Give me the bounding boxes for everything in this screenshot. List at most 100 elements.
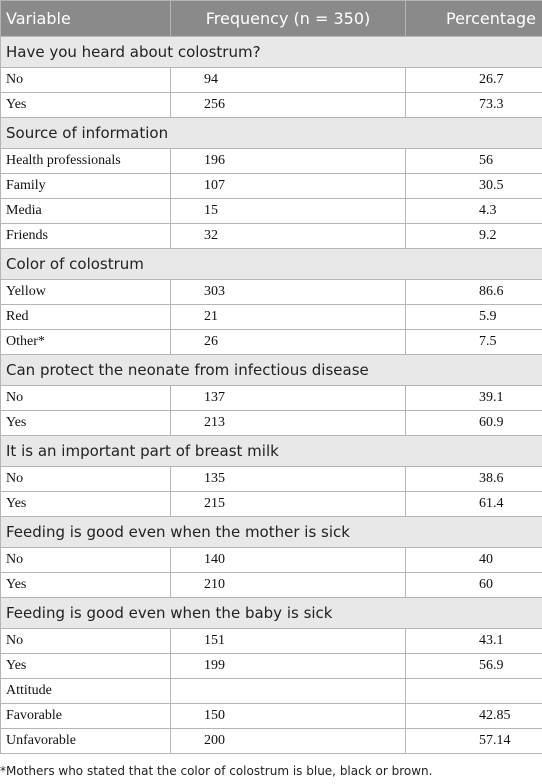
- row-label: Health professionals: [0, 148, 171, 174]
- row-percentage: 56: [405, 148, 542, 174]
- row-label: No: [0, 466, 171, 492]
- header-frequency: Frequency (n = 350): [170, 0, 406, 37]
- table-row: Yes 199 56.9: [0, 653, 542, 679]
- footnote: *Mothers who stated that the color of co…: [0, 764, 433, 778]
- header-percentage: Percentage: [405, 0, 542, 37]
- row-frequency: 107: [170, 173, 406, 199]
- row-percentage: 43.1: [405, 628, 542, 654]
- row-frequency: 150: [170, 703, 406, 729]
- row-label: Family: [0, 173, 171, 199]
- row-percentage: 5.9: [405, 304, 542, 330]
- row-percentage: 57.14: [405, 728, 542, 754]
- table-row: Friends 32 9.2: [0, 223, 542, 249]
- row-percentage: 4.3: [405, 198, 542, 224]
- row-percentage: 60.9: [405, 410, 542, 436]
- table-row: Yellow 303 86.6: [0, 279, 542, 305]
- row-percentage: 38.6: [405, 466, 542, 492]
- table-body: Have you heard about colostrum? No 94 26.7 Y…: [0, 36, 542, 754]
- section-title: Have you heard about colostrum?: [0, 36, 542, 68]
- row-frequency: 213: [170, 410, 406, 436]
- row-frequency: 210: [170, 572, 406, 598]
- row-frequency: 303: [170, 279, 406, 305]
- section-title: Color of colostrum: [0, 248, 542, 280]
- row-label: Friends: [0, 223, 171, 249]
- row-frequency: 140: [170, 547, 406, 573]
- row-frequency: 137: [170, 385, 406, 411]
- table-row: No 137 39.1: [0, 385, 542, 411]
- row-label: Red: [0, 304, 171, 330]
- row-label: No: [0, 385, 171, 411]
- row-percentage: 26.7: [405, 67, 542, 93]
- table-row: No 135 38.6: [0, 466, 542, 492]
- row-label: Attitude: [0, 678, 171, 704]
- row-percentage: 56.9: [405, 653, 542, 679]
- row-label: No: [0, 547, 171, 573]
- row-frequency: 196: [170, 148, 406, 174]
- row-label: Yes: [0, 92, 171, 118]
- row-frequency: 151: [170, 628, 406, 654]
- row-label: Yellow: [0, 279, 171, 305]
- row-frequency: 199: [170, 653, 406, 679]
- section-title: Feeding is good even when the baby is si…: [0, 597, 542, 629]
- row-frequency: 94: [170, 67, 406, 93]
- row-label: No: [0, 67, 171, 93]
- section-header-row: It is an important part of breast milk: [0, 435, 542, 467]
- section-title: It is an important part of breast milk: [0, 435, 542, 467]
- row-label: No: [0, 628, 171, 654]
- row-frequency: 26: [170, 329, 406, 355]
- section-header-row: Feeding is good even when the mother is …: [0, 516, 542, 548]
- row-label: Yes: [0, 572, 171, 598]
- table-row: Yes 213 60.9: [0, 410, 542, 436]
- row-percentage: 86.6: [405, 279, 542, 305]
- row-label: Yes: [0, 491, 171, 517]
- row-frequency: 215: [170, 491, 406, 517]
- row-frequency: [170, 678, 406, 704]
- header-row: Variable Frequency (n = 350) Percentage: [0, 0, 542, 37]
- section-header-row: Feeding is good even when the baby is si…: [0, 597, 542, 629]
- section-header-row: Color of colostrum: [0, 248, 542, 280]
- section-title: Source of information: [0, 117, 542, 149]
- table-row: Other* 26 7.5: [0, 329, 542, 355]
- row-percentage: 73.3: [405, 92, 542, 118]
- table-row: Yes 210 60: [0, 572, 542, 598]
- row-label: Yes: [0, 653, 171, 679]
- row-label: Favorable: [0, 703, 171, 729]
- table-row: No 94 26.7: [0, 67, 542, 93]
- row-frequency: 135: [170, 466, 406, 492]
- row-percentage: 61.4: [405, 491, 542, 517]
- header-variable: Variable: [0, 0, 171, 37]
- table-row: Health professionals 196 56: [0, 148, 542, 174]
- row-frequency: 256: [170, 92, 406, 118]
- row-percentage: [405, 678, 542, 704]
- row-percentage: 30.5: [405, 173, 542, 199]
- row-percentage: 60: [405, 572, 542, 598]
- row-frequency: 15: [170, 198, 406, 224]
- table-row: No 140 40: [0, 547, 542, 573]
- row-percentage: 9.2: [405, 223, 542, 249]
- table-row: Yes 215 61.4: [0, 491, 542, 517]
- row-label: Yes: [0, 410, 171, 436]
- section-title: Can protect the neonate from infectious …: [0, 354, 542, 386]
- colostrum-knowledge-table: Variable Frequency (n = 350) Percentage …: [0, 0, 542, 754]
- row-frequency: 200: [170, 728, 406, 754]
- row-label: Unfavorable: [0, 728, 171, 754]
- section-title: Feeding is good even when the mother is …: [0, 516, 542, 548]
- row-frequency: 21: [170, 304, 406, 330]
- row-frequency: 32: [170, 223, 406, 249]
- table-row: Media 15 4.3: [0, 198, 542, 224]
- table-row: No 151 43.1: [0, 628, 542, 654]
- table-row: Favorable 150 42.85: [0, 703, 542, 729]
- row-percentage: 39.1: [405, 385, 542, 411]
- section-header-row: Have you heard about colostrum?: [0, 36, 542, 68]
- row-percentage: 7.5: [405, 329, 542, 355]
- table-row: Yes 256 73.3: [0, 92, 542, 118]
- table-row: Red 21 5.9: [0, 304, 542, 330]
- section-header-row: Can protect the neonate from infectious …: [0, 354, 542, 386]
- table-row: Family 107 30.5: [0, 173, 542, 199]
- row-label: Media: [0, 198, 171, 224]
- row-label: Other*: [0, 329, 171, 355]
- table-row: Unfavorable 200 57.14: [0, 728, 542, 754]
- row-percentage: 40: [405, 547, 542, 573]
- table-row: Attitude: [0, 678, 542, 704]
- row-percentage: 42.85: [405, 703, 542, 729]
